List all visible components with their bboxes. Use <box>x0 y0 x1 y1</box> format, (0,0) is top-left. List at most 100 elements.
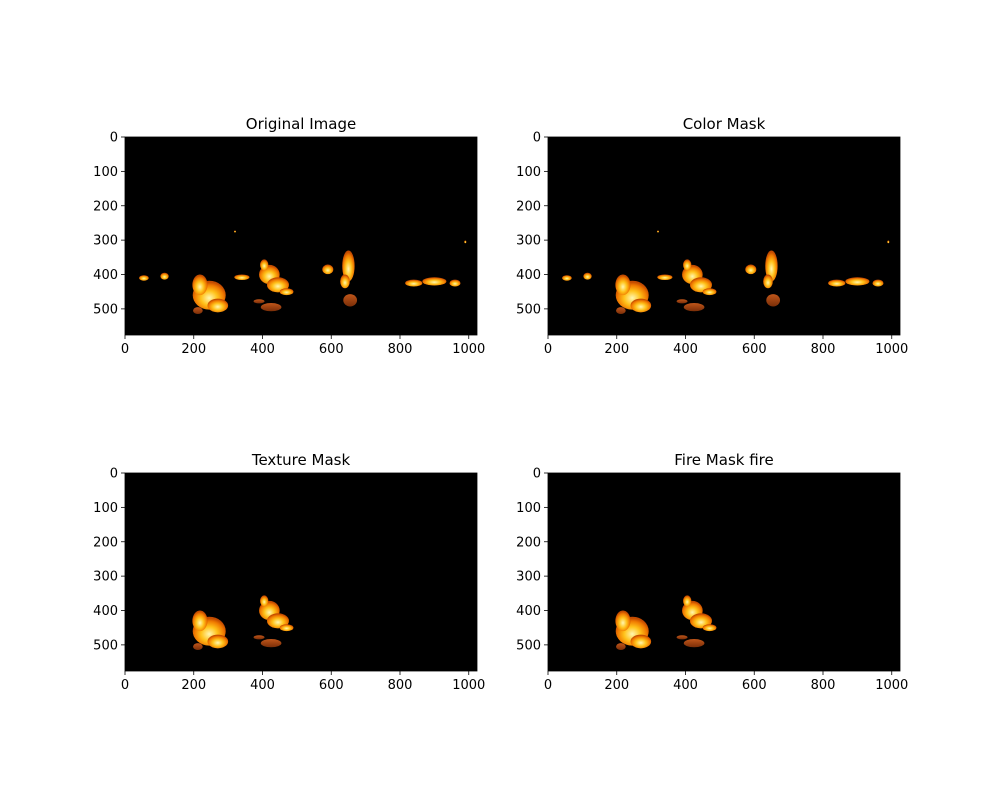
x-tick-label: 800 <box>388 678 413 693</box>
flame-region <box>702 624 717 632</box>
x-tick-label: 400 <box>673 678 698 693</box>
flame-region <box>266 277 289 293</box>
ember-region <box>683 303 705 312</box>
y-tick-label: 500 <box>93 302 118 317</box>
y-tick-label: 100 <box>516 165 541 180</box>
axes-frame <box>124 472 478 672</box>
y-tick-label: 100 <box>93 501 118 516</box>
x-tick-label: 1000 <box>875 342 908 357</box>
x-tick-label: 1000 <box>452 342 485 357</box>
flame-region <box>615 274 631 296</box>
flame-region <box>192 274 208 296</box>
flame-region <box>745 264 757 275</box>
x-tick-label: 600 <box>319 342 344 357</box>
image-background <box>125 137 477 335</box>
image-background <box>548 137 900 335</box>
flame-region <box>689 277 712 293</box>
x-tick-label: 0 <box>544 678 552 693</box>
ember-region <box>766 294 781 307</box>
y-tick-label: 200 <box>516 535 541 550</box>
flame-region <box>234 230 236 233</box>
ember-region <box>616 643 626 651</box>
ember-region <box>676 299 688 304</box>
subplot-1: Original Image 0 200 400 600 800 1000 0 100 200 30… <box>93 115 485 357</box>
ember-region <box>616 307 626 315</box>
ember-region <box>253 635 265 640</box>
flame-region <box>702 288 717 296</box>
image-background <box>548 473 900 671</box>
flame-region <box>340 274 350 289</box>
ember-region <box>260 303 282 312</box>
flame-region <box>630 298 652 313</box>
flame-region <box>464 240 467 244</box>
y-tick-label: 400 <box>516 268 541 283</box>
subplot-3: Texture Mask 0 200 400 600 800 1000 0 100 200 300 4… <box>93 451 485 693</box>
axes-frame <box>547 472 901 672</box>
flame-region <box>630 634 652 649</box>
flame-region <box>583 272 592 280</box>
x-tick-label: 400 <box>673 342 698 357</box>
axes-frame <box>124 136 478 336</box>
y-tick-label: 0 <box>110 131 118 146</box>
subplot-title: Original Image <box>246 115 356 133</box>
subplot-title: Fire Mask fire <box>674 451 773 469</box>
y-tick-label: 300 <box>516 234 541 249</box>
flame-region <box>562 275 572 281</box>
x-tick-label: 600 <box>319 678 344 693</box>
fire-regions <box>615 595 717 651</box>
x-tick-label: 0 <box>121 678 129 693</box>
x-tick-label: 200 <box>181 678 206 693</box>
x-tick-label: 400 <box>250 342 275 357</box>
y-tick-label: 500 <box>516 302 541 317</box>
flame-region <box>266 613 289 629</box>
flame-region <box>845 277 870 286</box>
y-tick-label: 300 <box>93 570 118 585</box>
y-tick-label: 200 <box>516 199 541 214</box>
flame-region <box>207 634 229 649</box>
x-tick-label: 0 <box>544 342 552 357</box>
x-tick-label: 0 <box>121 342 129 357</box>
x-tick-label: 1000 <box>452 678 485 693</box>
x-tick-label: 600 <box>742 678 767 693</box>
ember-region <box>683 639 705 648</box>
x-tick-label: 800 <box>811 678 836 693</box>
y-tick-label: 100 <box>93 165 118 180</box>
flame-region <box>763 274 773 289</box>
flame-region <box>689 613 712 629</box>
x-tick-label: 200 <box>181 342 206 357</box>
y-tick-label: 100 <box>516 501 541 516</box>
flame-region <box>279 624 294 632</box>
flame-region <box>139 275 149 281</box>
flame-region <box>279 288 294 296</box>
subplot-title: Color Mask <box>683 115 766 133</box>
x-tick-label: 200 <box>604 342 629 357</box>
ember-region <box>260 639 282 648</box>
flame-region <box>422 277 447 286</box>
y-tick-label: 300 <box>93 234 118 249</box>
y-tick-label: 0 <box>110 467 118 482</box>
x-tick-label: 800 <box>811 342 836 357</box>
fire-regions <box>192 595 294 651</box>
subplot-4: Fire Mask fire 0 200 400 600 800 1000 0 100 200 30… <box>516 451 908 693</box>
flame-region <box>765 250 778 282</box>
image-background <box>125 473 477 671</box>
flame-region <box>207 298 229 313</box>
x-tick-label: 800 <box>388 342 413 357</box>
flame-region <box>449 279 461 287</box>
flame-region <box>234 274 250 280</box>
flame-region <box>657 230 659 233</box>
y-tick-label: 400 <box>93 268 118 283</box>
y-tick-label: 0 <box>533 467 541 482</box>
flame-region <box>342 250 355 282</box>
ember-region <box>193 643 203 651</box>
y-tick-label: 500 <box>516 638 541 653</box>
flame-region <box>260 595 269 607</box>
y-tick-label: 200 <box>93 535 118 550</box>
subplot-title: Texture Mask <box>251 451 351 469</box>
x-tick-label: 600 <box>742 342 767 357</box>
flame-region <box>405 279 423 287</box>
y-tick-label: 500 <box>93 638 118 653</box>
fire-regions <box>562 230 890 315</box>
x-tick-label: 400 <box>250 678 275 693</box>
